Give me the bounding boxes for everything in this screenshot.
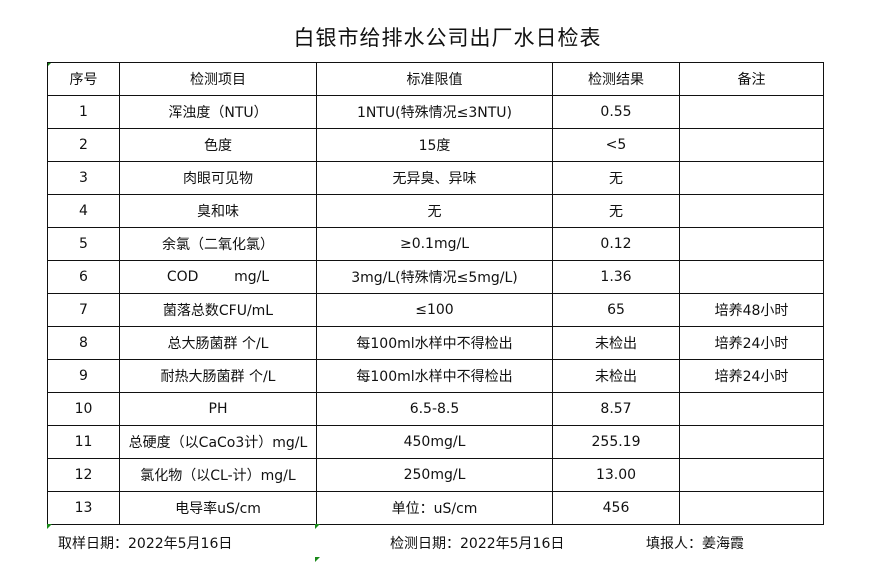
table-cell: 6 [47, 260, 120, 294]
inspection-table: 序号 检测项目 标准限值 检测结果 备注 1 浑浊度（NTU） 1NTU(特殊情况≤3NTU)… [47, 62, 824, 525]
table-cell: 1NTU(特殊情况≤3NTU) [316, 95, 553, 129]
table-cell: 13.00 [552, 458, 680, 492]
table-cell: 11 [47, 425, 120, 459]
table-cell: 65 [552, 293, 680, 327]
table-cell: 9 [47, 359, 120, 393]
table-row: 5 余氯（二氧化氯） ≥0.1mg/L 0.12 [47, 227, 824, 261]
test-date: 检测日期：2022年5月16日 [390, 536, 565, 552]
table-cell: 2 [47, 128, 120, 162]
column-header: 序号 [47, 62, 120, 96]
table-cell: 菌落总数CFU/mL [119, 293, 317, 327]
table-cell [679, 161, 824, 195]
table-cell: 耐热大肠菌群 个/L [119, 359, 317, 393]
table-cell [679, 392, 824, 426]
table-cell [679, 260, 824, 294]
table-cell: 臭和味 [119, 194, 317, 228]
table-cell: PH [119, 392, 317, 426]
table-cell: 每100ml水样中不得检出 [316, 326, 553, 360]
table-cell: ≥0.1mg/L [316, 227, 553, 261]
table-row: 1 浑浊度（NTU） 1NTU(特殊情况≤3NTU) 0.55 [47, 95, 824, 129]
table-cell: 无 [316, 194, 553, 228]
table-cell: 8 [47, 326, 120, 360]
table-row: 13 电导率uS/cm 单位：uS/cm 456 [47, 491, 824, 525]
table-cell: 255.19 [552, 425, 680, 459]
table-cell: 未检出 [552, 326, 680, 360]
table-row: 7 菌落总数CFU/mL ≤100 65 培养48小时 [47, 293, 824, 327]
table-row: 8 总大肠菌群 个/L 每100ml水样中不得检出 未检出 培养24小时 [47, 326, 824, 360]
table-cell: 13 [47, 491, 120, 525]
table-cell [679, 227, 824, 261]
table-cell: 0.12 [552, 227, 680, 261]
table-cell [679, 128, 824, 162]
table-cell: 肉眼可见物 [119, 161, 317, 195]
table-cell: 单位：uS/cm [316, 491, 553, 525]
table-cell: 无异臭、异味 [316, 161, 553, 195]
table-row: 11 总硬度（以CaCo3计）mg/L 450mg/L 255.19 [47, 425, 824, 459]
column-header: 备注 [679, 62, 824, 96]
column-header: 检测项目 [119, 62, 317, 96]
table-cell: 培养24小时 [679, 326, 824, 360]
table-cell [679, 458, 824, 492]
table-cell: ≤100 [316, 293, 553, 327]
page-title: 白银市给排水公司出厂水日检表 [293, 26, 602, 50]
cell-marker [47, 524, 52, 529]
table-cell: 氯化物（以CL-计）mg/L [119, 458, 317, 492]
table-cell: 1.36 [552, 260, 680, 294]
table-cell: 450mg/L [316, 425, 553, 459]
table-cell: 余氯（二氧化氯） [119, 227, 317, 261]
table-cell: 3mg/L(特殊情况≤5mg/L) [316, 260, 553, 294]
table-row: 6 COD mg/L 3mg/L(特殊情况≤5mg/L) 1.36 [47, 260, 824, 294]
table-row: 9 耐热大肠菌群 个/L 每100ml水样中不得检出 未检出 培养24小时 [47, 359, 824, 393]
table-row: 10 PH 6.5-8.5 8.57 [47, 392, 824, 426]
table-cell: 10 [47, 392, 120, 426]
cell-marker [315, 557, 320, 562]
table-cell: 4 [47, 194, 120, 228]
table-cell [679, 194, 824, 228]
table-row: 12 氯化物（以CL-计）mg/L 250mg/L 13.00 [47, 458, 824, 492]
cell-marker [315, 524, 320, 529]
table-row: 2 色度 15度 <5 [47, 128, 824, 162]
table-cell: COD mg/L [119, 260, 317, 294]
table-cell: 15度 [316, 128, 553, 162]
table-cell: <5 [552, 128, 680, 162]
table-cell: 培养48小时 [679, 293, 824, 327]
table-cell: 色度 [119, 128, 317, 162]
table-cell: 5 [47, 227, 120, 261]
reporter: 填报人：姜海霞 [646, 536, 744, 552]
table-cell [679, 95, 824, 129]
header-row: 序号 检测项目 标准限值 检测结果 备注 [47, 62, 824, 96]
table-cell: 电导率uS/cm [119, 491, 317, 525]
table-cell [679, 425, 824, 459]
table-cell: 1 [47, 95, 120, 129]
table-cell: 8.57 [552, 392, 680, 426]
table-cell: 总大肠菌群 个/L [119, 326, 317, 360]
table-cell: 总硬度（以CaCo3计）mg/L [119, 425, 317, 459]
column-header: 标准限值 [316, 62, 553, 96]
table-cell: 250mg/L [316, 458, 553, 492]
table-cell: 每100ml水样中不得检出 [316, 359, 553, 393]
table-cell: 浑浊度（NTU） [119, 95, 317, 129]
table-cell: 6.5-8.5 [316, 392, 553, 426]
table-cell: 无 [552, 194, 680, 228]
table-cell: 无 [552, 161, 680, 195]
table-cell: 12 [47, 458, 120, 492]
table-cell: 3 [47, 161, 120, 195]
table-cell [679, 491, 824, 525]
table-cell: 培养24小时 [679, 359, 824, 393]
column-header: 检测结果 [552, 62, 680, 96]
sample-date: 取样日期：2022年5月16日 [58, 536, 233, 552]
table-cell: 未检出 [552, 359, 680, 393]
table-row: 4 臭和味无无 [47, 194, 824, 228]
table-cell: 7 [47, 293, 120, 327]
table-cell: 0.55 [552, 95, 680, 129]
table-cell: 456 [552, 491, 680, 525]
table-row: 3 肉眼可见物 无异臭、异味无 [47, 161, 824, 195]
